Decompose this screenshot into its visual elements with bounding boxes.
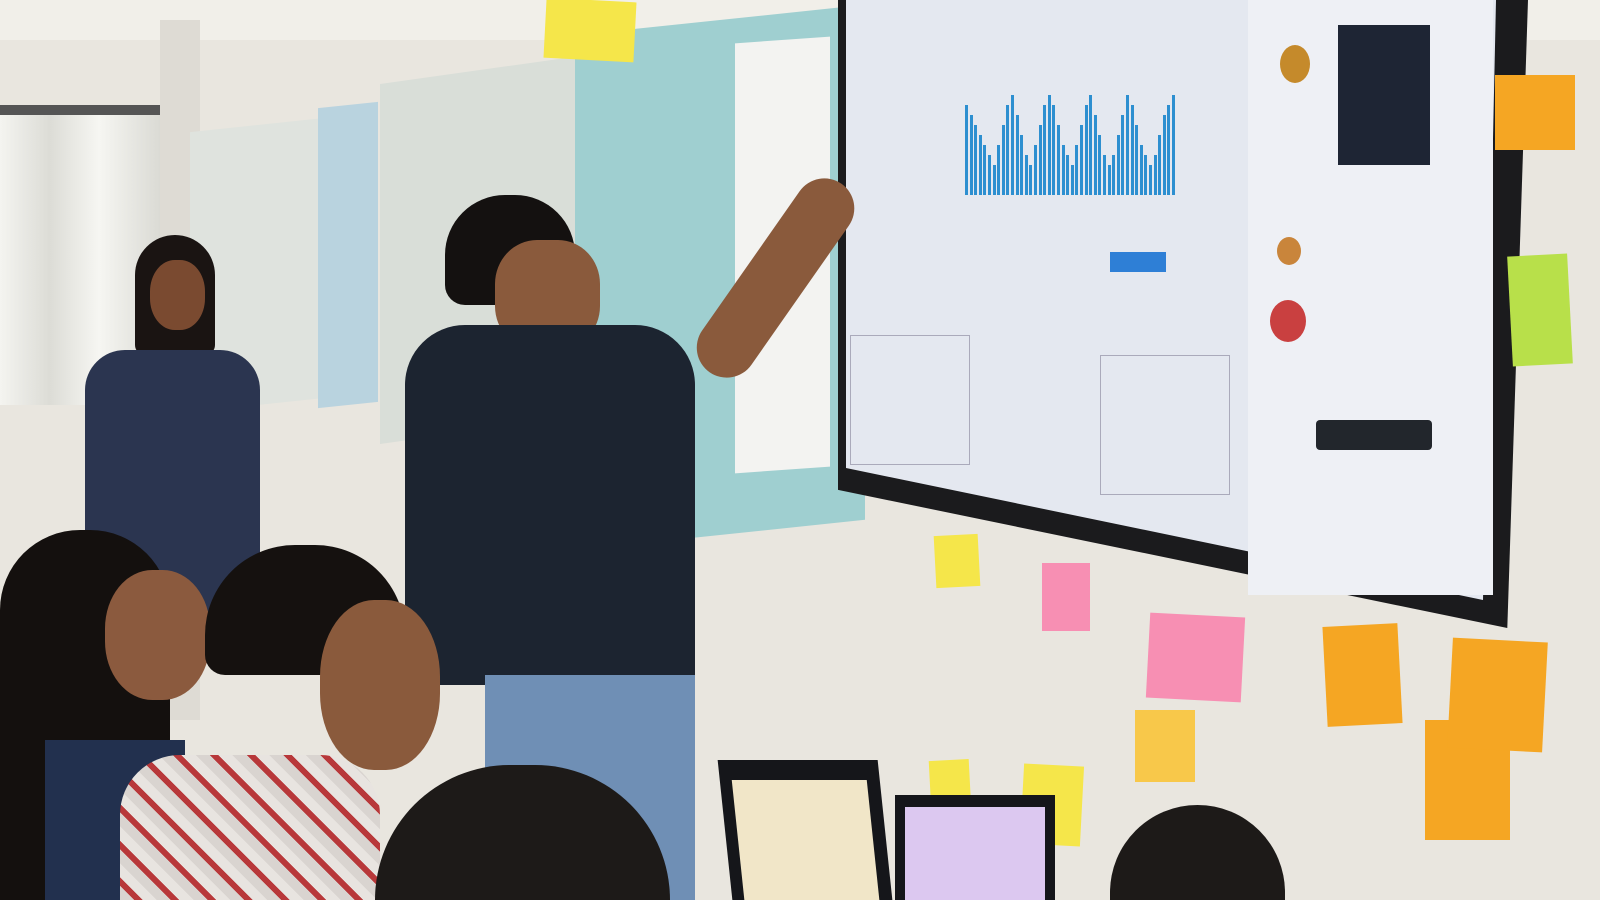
chart-bar: [1139, 145, 1143, 195]
chart-bar: [1029, 165, 1033, 195]
face: [150, 260, 205, 330]
chart-bar: [1158, 135, 1162, 195]
chart-bar: [1162, 115, 1166, 195]
sticky-note: [1145, 612, 1246, 703]
chart-bar: [1135, 125, 1139, 195]
avatar-circle: [1280, 45, 1310, 83]
chart-bar: [997, 145, 1001, 195]
chart-bar: [1093, 115, 1097, 195]
chart-bar: [1098, 135, 1102, 195]
chart-bar: [1070, 165, 1074, 195]
chart-bar: [1172, 95, 1175, 195]
avatar-circle: [1270, 300, 1306, 342]
seated-man: [120, 545, 480, 900]
avatar-circle: [1277, 237, 1301, 265]
chart-bar: [1034, 145, 1037, 195]
chart-bar: [1061, 145, 1065, 195]
shirt: [405, 325, 695, 685]
chart-bar: [1006, 105, 1010, 195]
screen-button: [1110, 252, 1166, 272]
laptop-screen: [731, 780, 880, 900]
chart-bar: [1130, 105, 1134, 195]
whiteboard: [318, 101, 378, 409]
chart-bar: [965, 105, 968, 195]
chart-bar: [1024, 155, 1028, 195]
laptop: [895, 795, 1055, 900]
sticky-note: [1447, 637, 1548, 753]
chart-bar: [988, 155, 991, 195]
laptop: [717, 760, 893, 900]
chart-bar: [1121, 115, 1125, 195]
sticky-note: [543, 0, 637, 63]
chart-bar: [1047, 95, 1051, 195]
screen-card: [1338, 25, 1430, 165]
laptop-screen: [905, 807, 1045, 900]
chart-bar: [1084, 105, 1088, 195]
chart-bar: [1038, 125, 1042, 195]
sticky-note: [1507, 253, 1573, 367]
sticky-note: [1495, 75, 1575, 150]
sticky-note: [1322, 623, 1403, 727]
chart-bar: [983, 145, 987, 195]
chart-bar: [1052, 105, 1056, 195]
screen-bar-chart: [965, 95, 1180, 195]
chart-bar: [1057, 125, 1060, 195]
sticky-note: [1135, 710, 1195, 782]
chart-bar: [1066, 155, 1070, 195]
chart-bar: [1011, 95, 1014, 195]
chart-bar: [974, 125, 978, 195]
face: [320, 600, 440, 770]
arm-raised: [685, 166, 867, 390]
chart-bar: [1149, 165, 1152, 195]
chart-bar: [1144, 155, 1148, 195]
face: [105, 570, 210, 700]
chart-bar: [969, 115, 973, 195]
chart-bar: [1075, 145, 1079, 195]
chart-bar: [1001, 125, 1005, 195]
chart-bar: [1167, 105, 1171, 195]
sticky-note: [933, 533, 981, 589]
chart-bar: [1043, 105, 1047, 195]
chart-bar: [1089, 95, 1093, 195]
chart-bar: [978, 135, 982, 195]
sidebar-button: [1316, 420, 1432, 450]
sticky-note: [1042, 563, 1090, 631]
screen-table: [850, 335, 970, 465]
chart-bar: [1116, 135, 1120, 195]
chart-bar: [1103, 155, 1106, 195]
chart-bar: [992, 165, 996, 195]
chart-bar: [1020, 135, 1024, 195]
chart-bar: [1126, 95, 1129, 195]
plaid-shirt: [120, 755, 380, 900]
chart-bar: [1112, 155, 1116, 195]
chart-bar: [1080, 125, 1083, 195]
head-foreground: [1110, 805, 1285, 900]
screen-table: [1100, 355, 1230, 495]
chart-bar: [1015, 115, 1019, 195]
chart-bar: [1153, 155, 1157, 195]
chart-bar: [1107, 165, 1111, 195]
